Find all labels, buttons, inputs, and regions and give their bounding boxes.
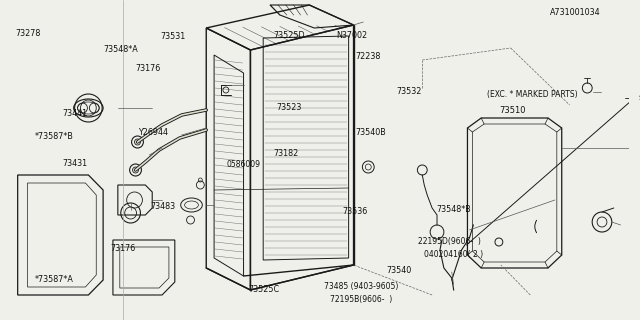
Text: 73540B: 73540B	[355, 128, 386, 137]
Text: 73548*A: 73548*A	[104, 45, 138, 54]
Text: 73525D: 73525D	[273, 31, 305, 40]
Text: A731001034: A731001034	[550, 8, 600, 17]
Text: 72238: 72238	[355, 52, 381, 60]
Text: 73176: 73176	[110, 244, 135, 252]
Text: 73278: 73278	[16, 29, 41, 38]
Text: *73587*B: *73587*B	[35, 132, 74, 140]
Text: (EXC. * MARKED PARTS): (EXC. * MARKED PARTS)	[487, 90, 578, 99]
Text: *73587*A: *73587*A	[35, 276, 74, 284]
Text: 040204160( 2 ): 040204160( 2 )	[424, 250, 483, 259]
Text: 22195D(9606-  ): 22195D(9606- )	[418, 237, 481, 246]
Text: 73483: 73483	[151, 202, 176, 211]
Text: N37002: N37002	[336, 31, 367, 40]
Text: 73510: 73510	[500, 106, 526, 115]
Text: 73485 (9403-9605): 73485 (9403-9605)	[324, 282, 398, 291]
Text: S: S	[638, 95, 640, 101]
Text: 73431: 73431	[63, 159, 88, 168]
Text: 73536: 73536	[342, 207, 368, 216]
Text: 73548*B: 73548*B	[437, 205, 472, 214]
Text: 73540: 73540	[387, 266, 412, 275]
Text: 73441: 73441	[63, 109, 88, 118]
Text: 0586009: 0586009	[227, 160, 260, 169]
Text: 73525C: 73525C	[248, 285, 280, 294]
Text: 72195B(9606-  ): 72195B(9606- )	[330, 295, 392, 304]
Text: 73531: 73531	[160, 32, 186, 41]
Text: 73182: 73182	[273, 149, 299, 158]
Text: Y26944: Y26944	[138, 128, 168, 137]
Text: 73523: 73523	[276, 103, 302, 112]
Text: 73176: 73176	[135, 64, 161, 73]
Text: 73532: 73532	[396, 87, 421, 96]
